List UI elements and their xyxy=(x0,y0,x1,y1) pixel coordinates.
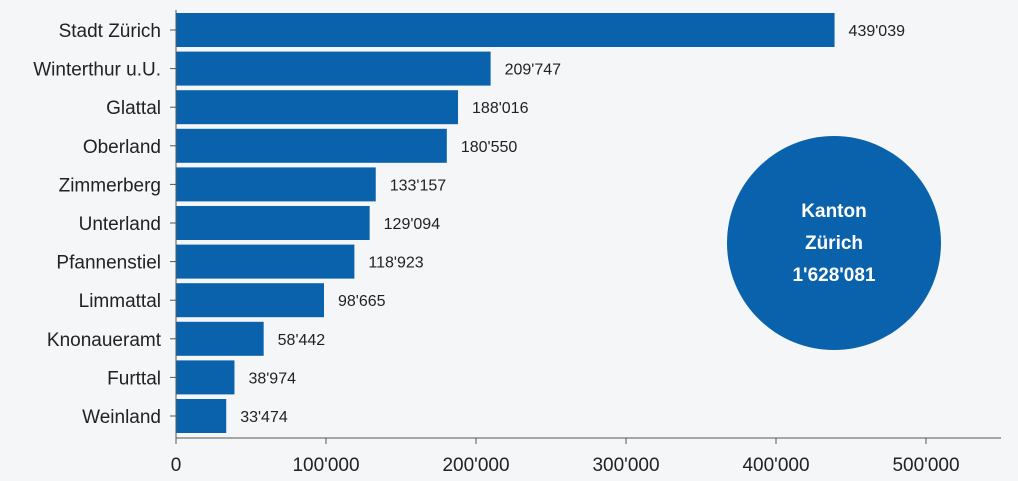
category-label: Furttal xyxy=(107,368,161,389)
bar-value-label: 33'474 xyxy=(240,409,288,426)
category-label: Zimmerberg xyxy=(59,175,161,196)
category-label: Winterthur u.U. xyxy=(33,60,161,81)
bar xyxy=(176,321,264,356)
bar-value-label: 133'157 xyxy=(390,177,447,194)
total-badge: Kanton Zürich 1'628'081 xyxy=(727,136,941,350)
category-label: Unterland xyxy=(79,214,161,235)
category-label: Glattal xyxy=(106,98,161,119)
bar-value-label: 209'747 xyxy=(505,62,562,79)
bar-value-label: 58'442 xyxy=(278,332,326,349)
total-line-2: Zürich xyxy=(805,233,863,254)
x-axis-ticks: 0 100'000 200'000 300'000 400'000 500'000 xyxy=(171,438,960,476)
bar xyxy=(176,360,235,395)
bar-value-label: 38'974 xyxy=(248,370,296,387)
bar-value-label: 129'094 xyxy=(384,216,441,233)
bar xyxy=(176,13,835,47)
x-tick-label: 200'000 xyxy=(442,455,509,476)
bar xyxy=(176,128,447,163)
bars xyxy=(170,13,835,433)
x-tick-label: 500'000 xyxy=(892,455,959,476)
bar xyxy=(176,283,324,318)
bar xyxy=(176,399,227,433)
bar xyxy=(176,244,355,279)
bar-value-label: 439'039 xyxy=(849,23,906,40)
category-labels: Stadt Zürich Winterthur u.U. Glattal Oberla… xyxy=(33,21,161,428)
total-line-1: Kanton xyxy=(801,201,866,222)
category-label: Knonaueramt xyxy=(47,330,162,351)
bar-value-label: 98'665 xyxy=(338,293,386,310)
x-tick-label: 400'000 xyxy=(742,455,809,476)
bar xyxy=(176,90,459,125)
category-label: Stadt Zürich xyxy=(59,21,161,42)
bar-value-label: 180'550 xyxy=(461,139,518,156)
total-line-3: 1'628'081 xyxy=(792,265,875,286)
x-tick-label: 100'000 xyxy=(292,455,359,476)
bar xyxy=(176,206,370,240)
category-label: Weinland xyxy=(82,407,161,428)
value-labels: 439'039 209'747 188'016 180'550 133'157 129'0… xyxy=(240,23,905,426)
bar xyxy=(176,167,376,202)
x-tick-label: 0 xyxy=(171,455,182,476)
x-tick-label: 300'000 xyxy=(592,455,659,476)
bar-value-label: 188'016 xyxy=(472,100,529,117)
category-label: Limmattal xyxy=(79,291,161,312)
bar xyxy=(176,51,491,86)
category-label: Pfannenstiel xyxy=(56,253,161,274)
total-circle xyxy=(727,136,941,350)
bar-value-label: 118'923 xyxy=(368,255,423,272)
category-label: Oberland xyxy=(83,137,161,158)
